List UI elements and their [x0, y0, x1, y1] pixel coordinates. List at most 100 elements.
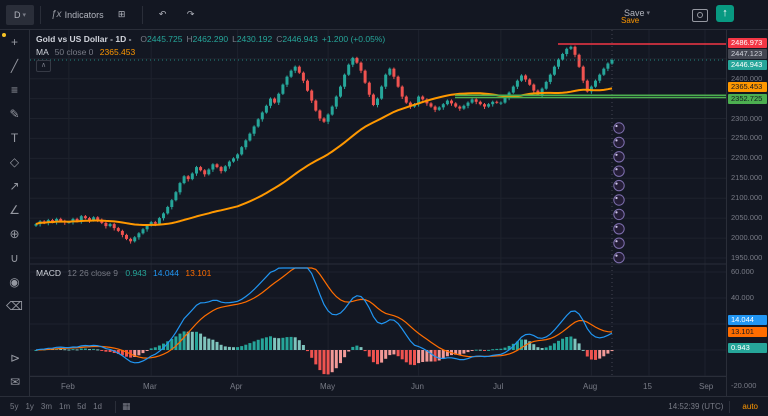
active-tool-indicator	[2, 33, 6, 37]
panel-arrow-icon[interactable]: ⊳	[9, 351, 21, 365]
scale-label: 60.000	[731, 267, 754, 276]
price-scale[interactable]: 2486.973 2447.123 2446.943 2365.453 2352…	[726, 30, 768, 396]
ma-value: 2365.453	[99, 47, 136, 57]
alert-price-badge[interactable]: 2486.973	[728, 38, 767, 48]
open-label: O	[140, 34, 148, 44]
time-axis-label: Sep	[699, 382, 714, 391]
range-button-3m[interactable]: 3m	[40, 402, 53, 411]
measure-tool[interactable]: ∠	[9, 203, 20, 217]
high-label: H	[186, 34, 193, 44]
save-label: Save	[624, 8, 645, 18]
fib-retracement-tool[interactable]: ≡	[10, 83, 18, 97]
brush-tool[interactable]: ✎	[9, 107, 20, 121]
sticker-icon	[613, 151, 625, 163]
sticker-icon	[613, 208, 625, 221]
change-value: +1.200 (+0.05%)	[321, 34, 386, 44]
ma-indicator-legend[interactable]: MA 50 close 0 2365.453	[36, 47, 135, 57]
magnet-tool[interactable]: ∪	[10, 251, 19, 265]
publish-button[interactable]: ↑	[716, 5, 734, 22]
low-value: 2430.192	[236, 34, 273, 44]
remove-drawings-tool[interactable]: ⌫	[6, 299, 23, 313]
go-to-date-button[interactable]: ▦	[121, 401, 131, 411]
last-price-badge: 2446.943	[728, 60, 767, 70]
chat-icon[interactable]: ✉	[9, 375, 21, 389]
range-button-5y[interactable]: 5y	[10, 402, 19, 411]
price-chart-canvas[interactable]	[30, 30, 726, 396]
symbol-legend: Gold vs US Dollar - 1D - O2445.725 H2462.2…	[36, 34, 385, 44]
toolbar-divider	[141, 5, 143, 24]
drawing-toolbar-bottom: ⊳ ✉	[0, 346, 30, 394]
open-value: 2445.725	[147, 34, 183, 44]
scale-label: 40.000	[731, 293, 754, 302]
range-button-1m[interactable]: 1m	[59, 402, 71, 411]
save-tooltip: Save	[621, 16, 640, 25]
low-label: L	[232, 34, 237, 44]
range-button-1d[interactable]: 1d	[93, 402, 102, 411]
layout-grid-button[interactable]: ⊞	[108, 5, 136, 25]
arrow-up-icon: ↑	[722, 7, 728, 19]
ma-price-badge: 2365.453	[728, 82, 767, 92]
range-buttons: 5y 1y 3m 1m 5d 1d	[10, 402, 109, 411]
time-axis-label: May	[320, 382, 336, 391]
legend-collapse-button[interactable]: ∧	[36, 60, 51, 72]
indicators-label: Indicators	[64, 9, 104, 20]
sticker-icon	[613, 136, 625, 149]
sticker-icon	[613, 251, 625, 264]
time-axis-label: Jul	[493, 382, 504, 391]
drawing-toolbar: + ╱ ≡ ✎ T ◇ ↗ ∠ ⊕ ∪ ◉ ⌫ ⊳ ✉	[0, 30, 30, 396]
interval-button[interactable]: D ▾	[6, 4, 34, 25]
crosshair-tool[interactable]: +	[0, 30, 29, 54]
fx-icon: ƒx	[51, 9, 62, 20]
indicators-button[interactable]: ƒx Indicators	[47, 5, 108, 25]
chevron-up-icon: ∧	[40, 62, 47, 69]
scale-label: 2100.000	[731, 193, 763, 202]
time-axis-label: Aug	[583, 382, 598, 391]
forecast-tool[interactable]: ↗	[9, 179, 20, 193]
macd-indicator-legend[interactable]: MACD 12 26 close 9 0.943 14.044 13.101	[36, 268, 211, 278]
macd-line-value: 14.044	[153, 268, 180, 278]
macd-hist-value: 0.943	[125, 268, 147, 278]
sticker-icon	[613, 223, 625, 235]
time-axis[interactable]: Feb Mar Apr May Jun Jul Aug 15 Sep	[30, 376, 726, 397]
camera-icon	[697, 12, 703, 18]
save-button[interactable]: Save ▾	[620, 3, 654, 23]
symbol-title[interactable]: Gold vs US Dollar - 1D -	[36, 34, 132, 44]
time-axis-label: 15	[643, 382, 652, 391]
undo-button[interactable]: ↶	[149, 5, 177, 25]
toolbar-divider	[729, 400, 731, 413]
support-price-badge[interactable]: 2352.725	[728, 94, 767, 104]
range-button-5d[interactable]: 5d	[77, 402, 87, 411]
close-label: C	[276, 34, 283, 44]
zoom-tool[interactable]: ⊕	[9, 227, 20, 241]
macd-signal-value: 13.101	[185, 268, 212, 278]
chart-area[interactable]: Gold vs US Dollar - 1D - O2445.725 H2462.2…	[30, 30, 726, 396]
auto-scale-button[interactable]: auto	[742, 402, 758, 411]
xabcd-pattern-tool[interactable]: ◇	[9, 155, 20, 169]
top-toolbar: D ▾ ƒx Indicators ⊞ ↶ ↷ Save ▾ Save ↑	[0, 0, 768, 30]
clock[interactable]: 14:52:39 (UTC)	[668, 402, 724, 411]
sticker-icon	[613, 179, 625, 192]
sticker-icon	[613, 122, 625, 134]
range-button-1y[interactable]: 1y	[25, 402, 34, 411]
scale-label: 2250.000	[731, 133, 763, 142]
trend-line-tool[interactable]: ╱	[10, 59, 19, 73]
text-tool[interactable]: T	[10, 131, 19, 145]
ma-name: MA	[36, 47, 49, 57]
bottom-toolbar: 5y 1y 3m 1m 5d 1d ▦ 14:52:39 (UTC) auto	[0, 396, 768, 416]
show-hide-tool[interactable]: ◉	[9, 275, 20, 289]
layout-grid-icon: ⊞	[117, 9, 126, 19]
undo-icon: ↶	[158, 9, 167, 19]
scale-label: 1950.000	[731, 253, 763, 262]
high-value: 2462.290	[192, 34, 229, 44]
toolbar-divider	[40, 5, 41, 24]
redo-button[interactable]: ↷	[177, 5, 205, 25]
redo-icon: ↷	[186, 9, 195, 19]
line-price-badge[interactable]: 2447.123	[728, 49, 767, 59]
scale-label: 2150.000	[731, 173, 763, 182]
scale-label: 2000.000	[731, 233, 763, 242]
time-axis-label: Jun	[411, 382, 424, 391]
camera-button[interactable]	[692, 9, 708, 22]
sticker-icon	[613, 165, 625, 177]
scale-label: 2050.000	[731, 213, 763, 222]
